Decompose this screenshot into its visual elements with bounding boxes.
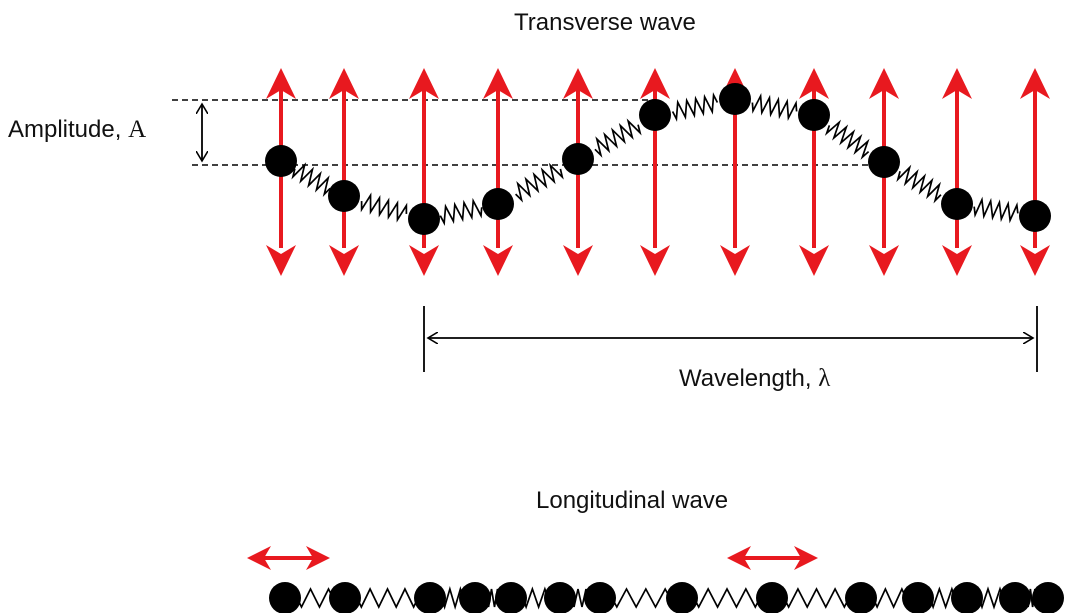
particle-dot: [408, 203, 440, 235]
spring-segment: [515, 162, 564, 203]
particle-dot: [798, 99, 830, 131]
oscillation-arrows: [266, 68, 1050, 276]
longitudinal-particle-dot: [902, 582, 934, 613]
oscillation-arrow-down-head: [483, 245, 513, 276]
longitudinal-particle-dot: [845, 582, 877, 613]
oscillation-arrow-up-head: [942, 68, 972, 99]
wavelength-text: Wavelength,: [679, 365, 812, 392]
longitudinal-arrow-left-head: [247, 546, 271, 570]
longitudinal-spring-segment: [783, 587, 850, 609]
transverse-wave: [172, 68, 1051, 372]
oscillation-arrow-up-head: [409, 68, 439, 99]
longitudinal-particle-dot: [584, 582, 616, 613]
longitudinal-particle-dot: [544, 582, 576, 613]
oscillation-arrow-up-head: [329, 68, 359, 99]
oscillation-arrow-down-head: [869, 245, 899, 276]
longitudinal-particle-dot: [756, 582, 788, 613]
spring-segment: [594, 118, 642, 158]
particle-dot: [1019, 200, 1051, 232]
oscillation-arrow-down-head: [266, 245, 296, 276]
transverse-title: Transverse wave: [514, 9, 696, 36]
oscillation-arrow-up-head: [799, 68, 829, 99]
oscillation-arrow-down-head: [1020, 245, 1050, 276]
longitudinal-spring-segment: [611, 587, 671, 609]
amplitude-label: Amplitude, A: [8, 116, 146, 144]
particle-dot: [868, 146, 900, 178]
longitudinal-particle-dot: [666, 582, 698, 613]
oscillation-arrow-up-head: [483, 68, 513, 99]
particle-dot: [265, 145, 297, 177]
oscillation-arrow-up-head: [563, 68, 593, 99]
longitudinal-oscillation-arrows: [247, 546, 818, 570]
particle-dot: [562, 143, 594, 175]
longitudinal-arrow-right-head: [306, 546, 330, 570]
longitudinal-spring-segment: [296, 587, 334, 609]
particle-dot: [482, 188, 514, 220]
longitudinal-particles: [269, 582, 1064, 613]
wavelength-label: Wavelength, λ: [679, 365, 830, 393]
oscillation-arrow-down-head: [720, 245, 750, 276]
oscillation-arrow-down-head: [563, 245, 593, 276]
longitudinal-particle-dot: [495, 582, 527, 613]
oscillation-arrow-up-head: [640, 68, 670, 99]
longitudinal-particle-dot: [414, 582, 446, 613]
longitudinal-spring-segment: [522, 586, 549, 610]
spring-segment: [360, 192, 408, 223]
spring-segment: [439, 197, 483, 227]
longitudinal-spring-segment: [929, 586, 956, 610]
wavelength-symbol: λ: [818, 365, 831, 392]
spring-segment: [671, 92, 719, 122]
longitudinal-particle-dot: [459, 582, 491, 613]
particle-dot: [328, 180, 360, 212]
oscillation-arrow-up-head: [869, 68, 899, 99]
longitudinal-wave: [247, 546, 1064, 613]
longitudinal-spring-segment: [693, 587, 761, 609]
longitudinal-arrow-right-head: [794, 546, 818, 570]
longitudinal-spring-segment: [356, 587, 419, 609]
springs: [291, 92, 1019, 227]
particle-dot: [719, 83, 751, 115]
spring-segment: [751, 92, 798, 122]
longitudinal-particle-dot: [329, 582, 361, 613]
longitudinal-particle-dot: [951, 582, 983, 613]
longitudinal-spring-segment: [978, 586, 1004, 610]
oscillation-arrow-down-head: [942, 245, 972, 276]
longitudinal-title: Longitudinal wave: [536, 487, 729, 514]
oscillation-arrow-down-head: [329, 245, 359, 276]
amplitude-symbol: A: [128, 116, 147, 143]
spring-segment: [824, 119, 870, 160]
longitudinal-particle-dot: [999, 582, 1031, 613]
amplitude-text: Amplitude,: [8, 116, 122, 143]
spring-segment: [896, 164, 942, 204]
oscillation-arrow-down-head: [640, 245, 670, 276]
longitudinal-spring-segment: [441, 585, 464, 611]
oscillation-arrow-down-head: [799, 245, 829, 276]
longitudinal-particle-dot: [1032, 582, 1064, 613]
oscillation-arrow-up-head: [266, 68, 296, 99]
spring-segment: [291, 162, 331, 197]
particles: [265, 83, 1051, 235]
longitudinal-particle-dot: [269, 582, 301, 613]
particle-dot: [941, 188, 973, 220]
spring-segment: [973, 196, 1019, 224]
particle-dot: [639, 99, 671, 131]
oscillation-arrow-up-head: [1020, 68, 1050, 99]
longitudinal-spring-segment: [872, 586, 907, 610]
longitudinal-arrow-left-head: [727, 546, 751, 570]
oscillation-arrow-down-head: [409, 245, 439, 276]
